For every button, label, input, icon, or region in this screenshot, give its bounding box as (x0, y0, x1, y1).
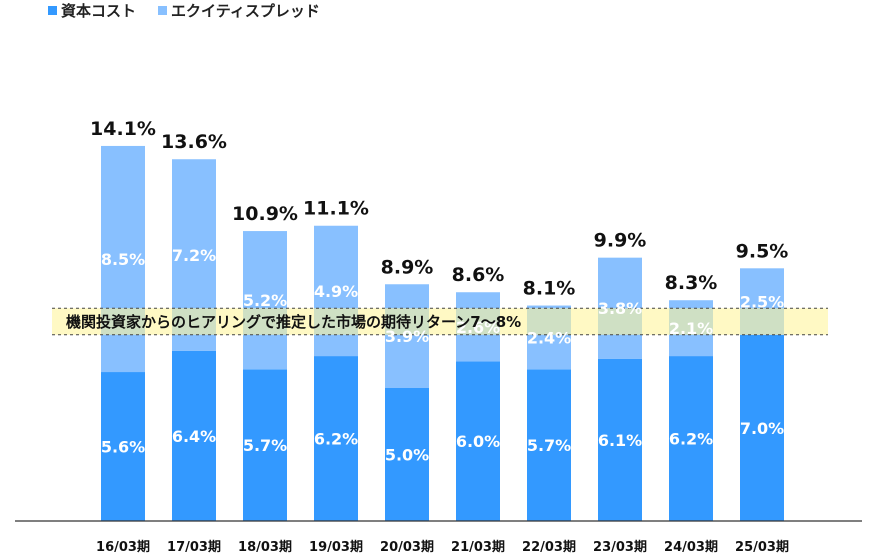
data-label-equity-spread: 3.8% (598, 299, 642, 318)
data-label-equity-spread: 2.5% (740, 293, 784, 312)
legend: 資本コスト エクイティスプレッド (48, 0, 320, 21)
bar-capital-cost (527, 369, 571, 521)
x-tick-label: 20/03期 (380, 540, 434, 553)
x-tick-label: 23/03期 (593, 540, 647, 553)
data-label-capital-cost: 6.0% (456, 432, 500, 451)
x-tick-label: 25/03期 (735, 540, 789, 553)
bar-capital-cost (456, 361, 500, 521)
x-tick-label: 18/03期 (238, 540, 292, 553)
bar-capital-cost (314, 356, 358, 521)
legend-label-capital-cost: 資本コスト (61, 2, 137, 20)
data-label-total: 8.6% (452, 264, 505, 286)
data-label-equity-spread: 8.5% (101, 250, 145, 269)
bar-capital-cost (172, 350, 216, 521)
bar-capital-cost (598, 358, 642, 521)
x-tick-label: 19/03期 (309, 540, 363, 553)
data-label-capital-cost: 5.6% (101, 438, 145, 457)
legend-label-equity-spread: エクイティスプレッド (171, 2, 320, 20)
data-label-equity-spread: 2.4% (527, 328, 571, 347)
data-label-equity-spread: 2.1% (669, 319, 713, 338)
data-label-capital-cost: 6.2% (669, 430, 713, 449)
data-label-total: 11.1% (303, 198, 369, 220)
data-label-equity-spread: 4.9% (314, 282, 358, 301)
data-label-capital-cost: 6.4% (172, 427, 216, 446)
bar-capital-cost (669, 356, 713, 521)
legend-item-capital-cost: 資本コスト (48, 0, 136, 21)
data-label-total: 9.9% (594, 230, 647, 252)
data-label-capital-cost: 5.7% (243, 436, 287, 455)
bar-capital-cost (385, 388, 429, 521)
x-tick-label: 21/03期 (451, 540, 505, 553)
expected-return-band (52, 308, 828, 335)
data-label-capital-cost: 5.7% (527, 436, 571, 455)
x-tick-label: 22/03期 (522, 540, 576, 553)
legend-swatch-equity-spread (158, 6, 168, 15)
data-label-total: 9.5% (736, 240, 789, 262)
data-label-equity-spread: 7.2% (172, 246, 216, 265)
bar-equity-spread (243, 231, 287, 370)
data-label-total: 8.3% (665, 272, 718, 294)
data-label-total: 10.9% (232, 203, 298, 225)
bar-capital-cost (740, 334, 784, 521)
data-label-equity-spread: 5.2% (243, 291, 287, 310)
data-label-total: 8.9% (381, 256, 434, 278)
x-tick-label: 16/03期 (96, 540, 150, 553)
band-label: 機関投資家からのヒアリングで推定した市場の期待リターン7～8% (66, 313, 521, 331)
data-label-capital-cost: 6.1% (598, 431, 642, 450)
x-tick-label: 17/03期 (167, 540, 221, 553)
data-label-capital-cost: 5.0% (385, 446, 429, 465)
data-label-total: 14.1% (90, 118, 156, 140)
data-label-capital-cost: 6.2% (314, 430, 358, 449)
data-label-capital-cost: 7.0% (740, 419, 784, 438)
data-label-equity-spread: 3.9% (385, 327, 429, 346)
legend-swatch-capital-cost (48, 6, 57, 15)
data-label-total: 8.1% (523, 278, 576, 300)
bar-capital-cost (101, 372, 145, 521)
legend-item-equity-spread: エクイティスプレッド (158, 0, 320, 21)
bar-equity-spread (385, 284, 429, 388)
bar-capital-cost (243, 369, 287, 521)
data-label-total: 13.6% (161, 131, 227, 153)
x-tick-label: 24/03期 (664, 540, 718, 553)
data-label-equity-spread: 2.6% (456, 318, 500, 337)
